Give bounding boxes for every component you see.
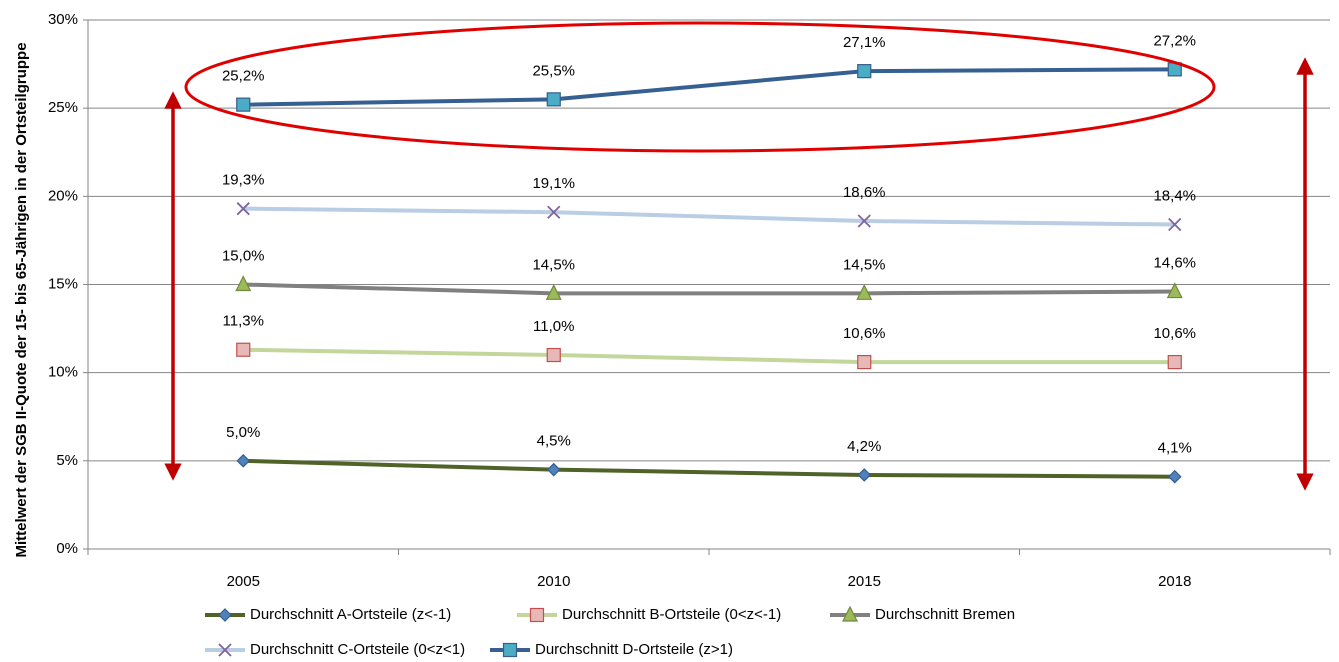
data-label: 27,1% <box>843 34 886 51</box>
marker <box>236 342 251 357</box>
series-line <box>243 67 1175 107</box>
data-label: 4,2% <box>847 438 881 455</box>
marker <box>235 275 252 292</box>
marker <box>857 468 872 482</box>
data-label: 25,2% <box>222 68 265 85</box>
data-label: 27,2% <box>1153 32 1196 49</box>
plot: 5,0% 4,5% 4,2% 4,1% 11,3% 11,0% 10,6% 10,6% 15,0… <box>222 32 1196 484</box>
data-label: 14,6% <box>1153 255 1196 272</box>
y-tick-label: 25% <box>48 99 78 116</box>
y-tick-label: 10% <box>48 364 78 381</box>
data-label: 10,6% <box>843 325 886 342</box>
x-tick-label: 2010 <box>537 573 570 590</box>
highlight-ellipse <box>184 21 1216 153</box>
marker <box>857 214 871 228</box>
y-axis-label: Mittelwert der SGB II-Quote der 15- bis … <box>13 42 30 557</box>
data-label: 14,5% <box>532 256 575 273</box>
marker <box>842 605 858 622</box>
marker <box>857 354 872 370</box>
marker <box>547 205 561 219</box>
legend-label: Durchschnitt B-Ortsteile (0<z<-1) <box>562 606 781 623</box>
marker <box>546 92 561 107</box>
data-label: 4,5% <box>537 433 571 450</box>
legend-label: Durchschnitt C-Ortsteile (0<z<1) <box>250 641 465 658</box>
data-label: 19,3% <box>222 172 265 189</box>
legend-label: Durchschnitt Bremen <box>875 606 1015 623</box>
y-tick-label: 5% <box>56 452 78 469</box>
data-label: 4,1% <box>1158 440 1192 457</box>
y-tick-label: 30% <box>48 11 78 28</box>
marker <box>218 608 232 622</box>
legend: Durchschnitt A-Ortsteile (z<-1) Durchschn… <box>205 605 1015 658</box>
marker <box>546 347 561 363</box>
data-label: 5,0% <box>226 424 260 441</box>
marker <box>545 283 562 300</box>
data-label: 19,1% <box>532 175 575 192</box>
x-tick-label: 2005 <box>227 573 260 590</box>
legend-label: Durchschnitt A-Ortsteile (z<-1) <box>250 606 451 623</box>
series-line <box>243 206 1175 227</box>
y-tick-label: 0% <box>56 540 78 557</box>
marker <box>236 97 251 112</box>
marker <box>856 283 873 300</box>
marker <box>1167 469 1182 484</box>
marker <box>1168 217 1182 232</box>
data-label: 11,3% <box>223 313 264 330</box>
data-label: 15,0% <box>222 247 265 264</box>
x-tick-label: 2015 <box>848 573 881 590</box>
x-tick-label: 2018 <box>1158 573 1191 590</box>
marker <box>236 202 250 216</box>
y-tick-label: 15% <box>48 275 78 292</box>
data-label: 14,5% <box>843 256 886 273</box>
marker <box>529 607 545 623</box>
marker <box>1166 282 1183 299</box>
data-label: 11,0% <box>533 318 574 335</box>
marker <box>1167 354 1182 370</box>
series-line <box>243 282 1175 296</box>
y-tick-label: 20% <box>48 187 78 204</box>
data-label: 18,4% <box>1153 188 1196 205</box>
series-line <box>243 347 1175 365</box>
legend-label: Durchschnitt D-Ortsteile (z>1) <box>535 641 733 658</box>
marker <box>546 462 561 477</box>
marker <box>236 453 251 468</box>
marker <box>218 643 232 657</box>
marker <box>857 64 872 79</box>
marker <box>502 642 518 658</box>
data-label: 25,5% <box>532 62 575 79</box>
data-label: 18,6% <box>843 184 886 201</box>
data-label: 10,6% <box>1153 325 1196 342</box>
series-line <box>243 458 1175 479</box>
